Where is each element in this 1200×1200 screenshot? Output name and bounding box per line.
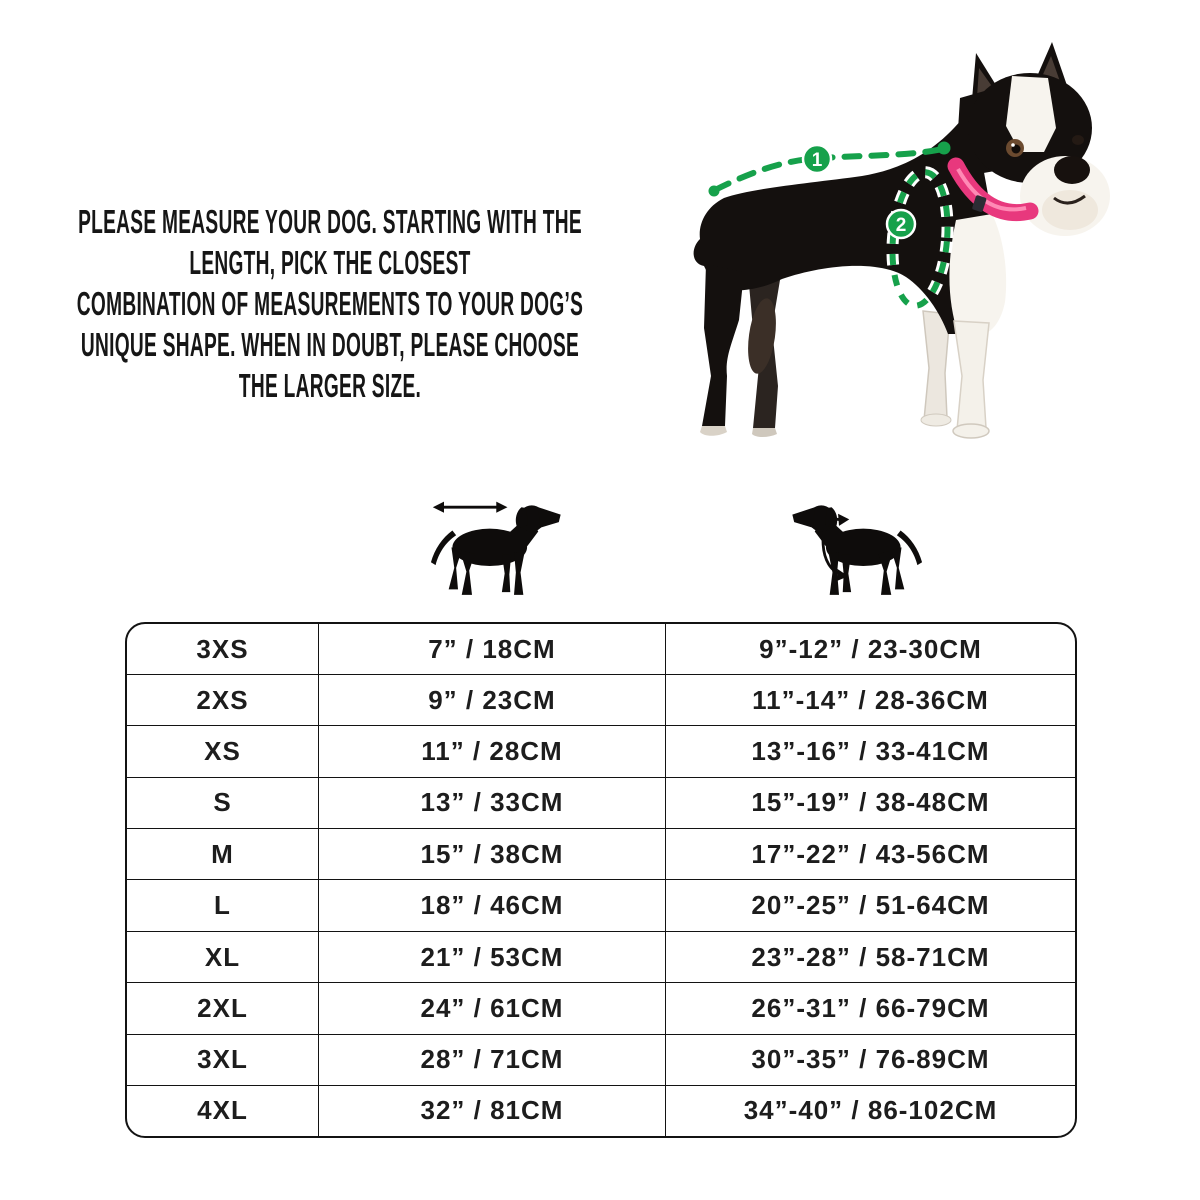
girth-measure-line: 2 — [885, 166, 954, 312]
table-row: 4XL 32” / 81CM 34”-40” / 86-102CM — [127, 1084, 1075, 1136]
table-row: 2XS 9” / 23CM 11”-14” / 28-36CM — [127, 674, 1075, 727]
length-cell: 11” / 28CM — [317, 725, 666, 778]
dog-jowl-shading — [1042, 190, 1098, 230]
length-cell: 15” / 38CM — [317, 828, 666, 881]
dog-front-paw-far — [920, 413, 952, 427]
length-cell: 18” / 46CM — [317, 879, 666, 932]
dog-collar — [947, 157, 1039, 222]
table-row: 3XS 7” / 18CM 9”-12” / 23-30CM — [127, 624, 1075, 676]
size-cell: 3XL — [127, 1033, 319, 1086]
size-cell: L — [127, 879, 319, 932]
girth-cell: 11”-14” / 28-36CM — [664, 674, 1075, 727]
dog-girth-icon — [783, 495, 923, 609]
girth-cell: 20”-25” / 51-64CM — [664, 879, 1075, 932]
dog-eye-glint — [1011, 143, 1015, 147]
dog-rear-paw — [700, 426, 727, 436]
size-table-grid: 3XS 7” / 18CM 9”-12” / 23-30CM 2XS 9” / … — [127, 624, 1075, 1136]
dog-nose — [1054, 156, 1090, 184]
length-cell: 28” / 71CM — [317, 1033, 666, 1086]
dog-length-icon — [430, 495, 570, 609]
dog-rear-paw-far — [752, 428, 777, 437]
length-cell: 7” / 18CM — [317, 624, 666, 676]
size-table: 3XS 7” / 18CM 9”-12” / 23-30CM 2XS 9” / … — [125, 622, 1077, 1138]
length-measure-line: 1 — [708, 141, 951, 197]
girth-cell: 26”-31” / 66-79CM — [664, 982, 1075, 1035]
dog-blaze — [1006, 76, 1056, 152]
girth-cell: 23”-28” / 58-71CM — [664, 930, 1075, 984]
size-cell: S — [127, 776, 319, 830]
girth-cell: 30”-35” / 76-89CM — [664, 1033, 1075, 1086]
girth-cell: 17”-22” / 43-56CM — [664, 828, 1075, 881]
marker-2-label: 2 — [896, 215, 907, 236]
marker-2-badge — [885, 208, 917, 240]
length-start-dot — [708, 185, 720, 197]
girth-silhouette-svg — [792, 505, 923, 595]
dog-front-paw — [952, 423, 990, 439]
boston-terrier-illustration: 1 2 — [693, 42, 1110, 439]
length-cell: 21” / 53CM — [317, 930, 666, 984]
length-cell: 32” / 81CM — [317, 1084, 666, 1136]
girth-arrow — [821, 513, 850, 581]
table-row: XL 21” / 53CM 23”-28” / 58-71CM — [127, 930, 1075, 984]
marker-1-badge — [801, 143, 833, 175]
table-row: XS 11” / 28CM 13”-16” / 33-41CM — [127, 725, 1075, 778]
length-end-dot — [937, 141, 951, 155]
size-cell: 2XL — [127, 982, 319, 1035]
size-cell: 2XS — [127, 674, 319, 727]
dog-near-front-leg — [953, 320, 990, 431]
instructions-text: PLEASE MEASURE YOUR DOG. STARTING WITH T… — [76, 203, 584, 404]
length-arrow — [432, 501, 508, 513]
size-cell: XS — [127, 725, 319, 778]
dog-chest-white — [949, 214, 1007, 337]
dog-silhouette-right — [430, 505, 561, 595]
table-row: 2XL 24” / 61CM 26”-31” / 66-79CM — [127, 982, 1075, 1035]
dog-leg-shading — [748, 298, 776, 374]
dog-mouth — [1053, 194, 1086, 205]
dog-photo: 1 2 — [640, 28, 1170, 448]
length-cell: 13” / 33CM — [317, 776, 666, 830]
girth-cell: 34”-40” / 86-102CM — [664, 1084, 1075, 1136]
length-silhouette-svg — [430, 501, 561, 595]
dog-body — [693, 106, 994, 334]
dog-pupil — [1011, 144, 1021, 154]
size-cell: XL — [127, 930, 319, 984]
girth-cell: 15”-19” / 38-48CM — [664, 776, 1075, 830]
measurement-instructions: PLEASE MEASURE YOUR DOG. STARTING WITH T… — [40, 160, 620, 406]
dog-silhouette-left — [792, 505, 923, 595]
dog-far-eye — [1072, 135, 1084, 145]
girth-cell: 13”-16” / 33-41CM — [664, 725, 1075, 778]
size-cell: 4XL — [127, 1084, 319, 1136]
table-row: 3XL 28” / 71CM 30”-35” / 76-89CM — [127, 1033, 1075, 1086]
girth-cell: 9”-12” / 23-30CM — [664, 624, 1075, 676]
table-row: M 15” / 38CM 17”-22” / 43-56CM — [127, 828, 1075, 881]
collar-highlight — [956, 168, 1027, 212]
length-cell: 9” / 23CM — [317, 674, 666, 727]
dog-near-rear-leg — [702, 264, 744, 426]
table-row: S 13” / 33CM 15”-19” / 38-48CM — [127, 776, 1075, 830]
table-row: L 18” / 46CM 20”-25” / 51-64CM — [127, 879, 1075, 932]
marker-1-label: 1 — [812, 150, 823, 171]
size-cell: 3XS — [127, 624, 319, 676]
length-cell: 24” / 61CM — [317, 982, 666, 1035]
size-cell: M — [127, 828, 319, 881]
collar-buckle — [972, 195, 987, 212]
dog-head — [955, 42, 1110, 236]
